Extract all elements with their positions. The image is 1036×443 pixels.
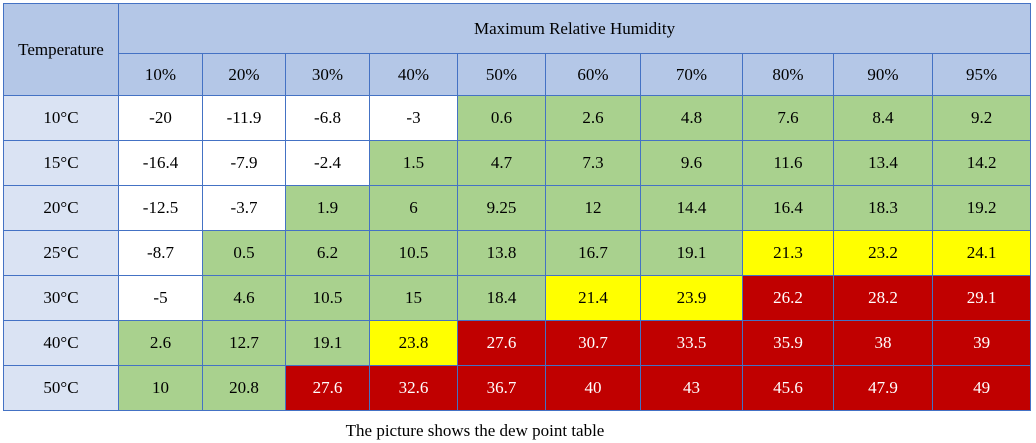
table-cell: -16.4 [118,140,203,186]
table-cell: 28.2 [833,275,933,321]
column-header: 50% [457,53,546,96]
table-cell: 8.4 [833,95,933,141]
table-cell: 19.1 [285,320,370,366]
corner-header: Temperature [3,3,119,96]
column-header: 30% [285,53,370,96]
table-cell: -5 [118,275,203,321]
table-cell: 2.6 [545,95,641,141]
table-cell: 4.7 [457,140,546,186]
row-header: 30°C [3,275,119,321]
table-cell: 7.6 [742,95,834,141]
table-cell: 0.6 [457,95,546,141]
table-cell: 1.9 [285,185,370,231]
table-row: 20°C -12.5 -3.7 1.9 6 9.25 12 14.4 16.4 18.3 19.2 [3,185,1032,231]
table-cell: 49 [931,365,1032,411]
caption: The picture shows the dew point table [345,421,605,440]
table-cell: -3.7 [202,185,286,231]
table-cell: 39 [931,320,1032,366]
table-cell: 21.4 [545,275,641,321]
table-cell: 12.7 [202,320,286,366]
group-header: Maximum Relative Humidity [117,3,1032,54]
table-cell: 43 [640,365,743,411]
row-header: 15°C [3,140,119,186]
table-cell: 30.7 [545,320,641,366]
row-header: 20°C [3,185,119,231]
table-cell: -8.7 [118,230,203,276]
table-cell: 13.4 [833,140,933,186]
table-cell: -3 [369,95,458,141]
table-cell: 23.8 [369,320,458,366]
row-header: 40°C [3,320,119,366]
table-cell: 12 [545,185,641,231]
table-cell: 4.6 [202,275,286,321]
table-cell: 10.5 [285,275,370,321]
table-cell: 9.6 [640,140,743,186]
table-cell: -11.9 [202,95,286,141]
table-cell: 19.1 [640,230,743,276]
table-cell: 6.2 [285,230,370,276]
table-cell: -2.4 [285,140,370,186]
table-cell: 18.3 [833,185,933,231]
table-cell: 11.6 [742,140,834,186]
table-cell: 13.8 [457,230,546,276]
column-header: 10% [118,53,203,96]
table-cell: 15 [369,275,458,321]
table-cell: 9.2 [931,95,1032,141]
table-cell: 23.2 [833,230,933,276]
table-cell: 23.9 [640,275,743,321]
column-header: 95% [931,53,1032,96]
table-cell: 38 [833,320,933,366]
table-cell: -6.8 [285,95,370,141]
table-cell: -7.9 [202,140,286,186]
table-row: 30°C -5 4.6 10.5 15 18.4 21.4 23.9 26.2 28.2 29.1 [3,275,1032,321]
table-cell: 7.3 [545,140,641,186]
column-header: 20% [202,53,286,96]
table-cell: 35.9 [742,320,834,366]
table-cell: 36.7 [457,365,546,411]
table-cell: 40 [545,365,641,411]
table-cell: 27.6 [285,365,370,411]
table-row: 15°C -16.4 -7.9 -2.4 1.5 4.7 7.3 9.6 11.6 13.4 14.… [3,140,1032,186]
table-cell: 29.1 [931,275,1032,321]
table-cell: 47.9 [833,365,933,411]
table-cell: 19.2 [931,185,1032,231]
row-header: 50°C [3,365,119,411]
table-cell: 0.5 [202,230,286,276]
table-cell: 26.2 [742,275,834,321]
row-header: 10°C [3,95,119,141]
table-cell: 16.7 [545,230,641,276]
table-row: 10°C -20 -11.9 -6.8 -3 0.6 2.6 4.8 7.6 8.4 9.2 [3,95,1032,141]
table-cell: 32.6 [369,365,458,411]
column-header: 70% [640,53,743,96]
table-cell: 6 [369,185,458,231]
row-header: 25°C [3,230,119,276]
column-header: 40% [369,53,458,96]
table-cell: -20 [118,95,203,141]
table-row: 25°C -8.7 0.5 6.2 10.5 13.8 16.7 19.1 21.3 23.2 24… [3,230,1032,276]
table-cell: 18.4 [457,275,546,321]
table-cell: 24.1 [931,230,1032,276]
table-cell: 10.5 [369,230,458,276]
table-cell: 45.6 [742,365,834,411]
table-cell: 27.6 [457,320,546,366]
table-row: 50°C 10 20.8 27.6 32.6 36.7 40 43 45.6 47.9 49 [3,365,1032,411]
table-cell: 10 [118,365,203,411]
table-cell: 2.6 [118,320,203,366]
table-cell: 20.8 [202,365,286,411]
table-cell: 21.3 [742,230,834,276]
column-header: 60% [545,53,641,96]
table-cell: 9.25 [457,185,546,231]
table-cell: 4.8 [640,95,743,141]
table-cell: 16.4 [742,185,834,231]
table-cell: 33.5 [640,320,743,366]
table-cell: 14.4 [640,185,743,231]
table-cell: 14.2 [931,140,1032,186]
table-row: 40°C 2.6 12.7 19.1 23.8 27.6 30.7 33.5 35.9 38 39 [3,320,1032,366]
column-header: 80% [742,53,834,96]
table-cell: 1.5 [369,140,458,186]
dew-point-table: Temperature Maximum Relative Humidity 10… [3,3,1032,411]
table-cell: -12.5 [118,185,203,231]
column-header: 90% [833,53,933,96]
